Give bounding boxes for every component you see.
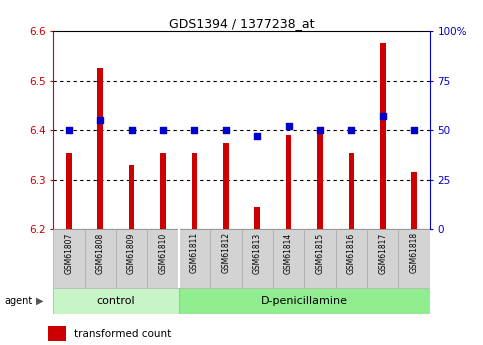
Title: GDS1394 / 1377238_at: GDS1394 / 1377238_at bbox=[169, 17, 314, 30]
Text: GSM61814: GSM61814 bbox=[284, 233, 293, 274]
Text: GSM61811: GSM61811 bbox=[190, 233, 199, 274]
Bar bbox=[336, 229, 367, 288]
Text: ▶: ▶ bbox=[36, 296, 44, 306]
Bar bbox=[47, 326, 66, 342]
Point bbox=[65, 128, 73, 133]
Bar bbox=[304, 229, 336, 288]
Point bbox=[316, 128, 324, 133]
Bar bbox=[380, 43, 385, 229]
Bar bbox=[286, 135, 291, 229]
Bar bbox=[273, 229, 304, 288]
Bar bbox=[66, 152, 71, 229]
Bar bbox=[160, 152, 166, 229]
Point bbox=[222, 128, 230, 133]
Text: GSM61816: GSM61816 bbox=[347, 233, 356, 274]
Bar bbox=[255, 207, 260, 229]
Text: GSM61810: GSM61810 bbox=[158, 233, 168, 274]
Text: D-penicillamine: D-penicillamine bbox=[261, 296, 348, 306]
Bar bbox=[223, 142, 228, 229]
Text: GSM61808: GSM61808 bbox=[96, 233, 105, 274]
Bar bbox=[116, 229, 147, 288]
Bar bbox=[53, 229, 85, 288]
Text: GSM61818: GSM61818 bbox=[410, 233, 419, 274]
Text: control: control bbox=[97, 296, 135, 306]
Point bbox=[97, 118, 104, 123]
Bar bbox=[398, 229, 430, 288]
Bar bbox=[53, 288, 179, 314]
Point bbox=[159, 128, 167, 133]
Point bbox=[348, 128, 355, 133]
Bar bbox=[179, 229, 210, 288]
Bar bbox=[147, 229, 179, 288]
Point bbox=[253, 134, 261, 139]
Text: GSM61809: GSM61809 bbox=[127, 233, 136, 274]
Bar bbox=[192, 152, 197, 229]
Bar bbox=[242, 229, 273, 288]
Text: GSM61813: GSM61813 bbox=[253, 233, 262, 274]
Text: transformed count: transformed count bbox=[74, 329, 171, 338]
Text: GSM61807: GSM61807 bbox=[64, 233, 73, 274]
Bar bbox=[85, 229, 116, 288]
Text: agent: agent bbox=[5, 296, 33, 306]
Point bbox=[128, 128, 135, 133]
Point bbox=[191, 128, 199, 133]
Point bbox=[285, 124, 293, 129]
Bar bbox=[317, 128, 323, 229]
Bar bbox=[412, 172, 417, 229]
Text: GSM61817: GSM61817 bbox=[378, 233, 387, 274]
Point bbox=[379, 114, 387, 119]
Bar bbox=[210, 229, 242, 288]
Text: GSM61812: GSM61812 bbox=[221, 233, 230, 274]
Point bbox=[411, 128, 418, 133]
Bar bbox=[179, 288, 430, 314]
Bar bbox=[349, 152, 354, 229]
Bar bbox=[367, 229, 398, 288]
Bar bbox=[129, 165, 134, 229]
Text: GSM61815: GSM61815 bbox=[315, 233, 325, 274]
Bar bbox=[98, 68, 103, 229]
